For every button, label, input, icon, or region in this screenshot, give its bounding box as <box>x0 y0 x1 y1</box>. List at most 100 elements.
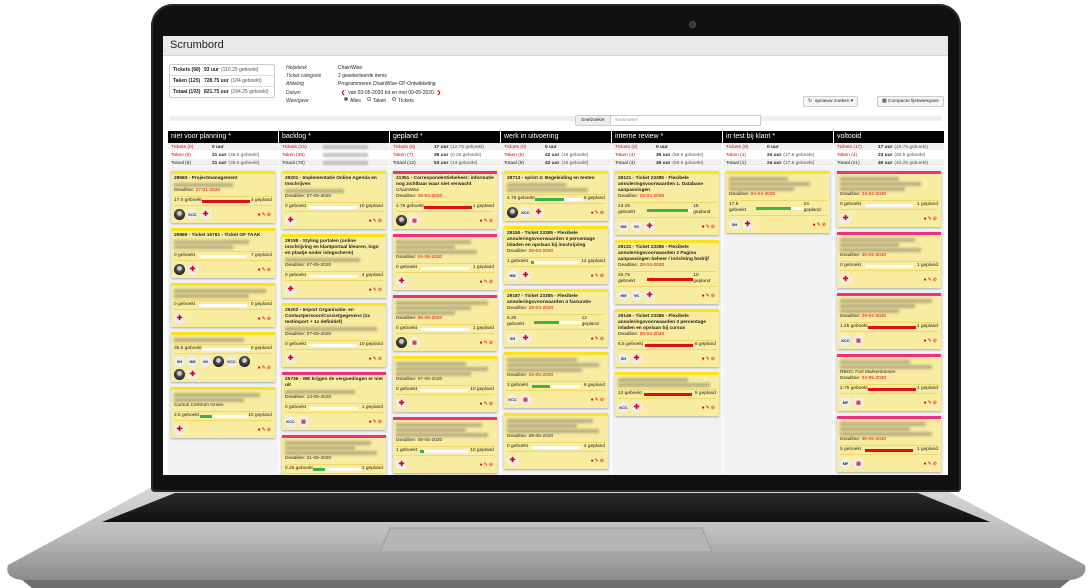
avatar[interactable]: SH <box>729 219 740 230</box>
avatar[interactable] <box>239 356 250 367</box>
edit-icon[interactable]: ✎ <box>594 457 600 464</box>
task-card[interactable]: 28713 - sprint 4: Begeleiding en testen 4… <box>504 171 608 221</box>
radio-alles[interactable] <box>344 96 348 101</box>
avatar[interactable]: MF <box>840 458 851 469</box>
view-icon[interactable]: ● <box>368 418 373 425</box>
edit-icon[interactable]: ✎ <box>594 272 600 279</box>
card-title[interactable]: 21351 - Correspondentiebeheer: informati… <box>396 176 494 187</box>
avatar[interactable]: KCC <box>520 207 531 218</box>
delete-icon[interactable]: ⊘ <box>377 418 383 425</box>
delete-icon[interactable]: ⊘ <box>932 276 938 283</box>
task-card[interactable]: Deadline: 08-05-2020 0 geboekt 2 gepland ✚ ●… <box>504 413 608 469</box>
delete-icon[interactable]: ⊘ <box>266 365 272 371</box>
task-card[interactable]: 29121 - Ticket 23385 - Flexibele annuler… <box>615 171 719 235</box>
delete-icon[interactable]: ⊘ <box>488 278 494 285</box>
view-icon[interactable]: ● <box>368 286 373 293</box>
avatar[interactable]: KCC <box>226 356 237 367</box>
task-card[interactable]: Deadline: 08-05-2020 1 geboekt 10 gepland ✚… <box>393 417 497 473</box>
delete-icon[interactable]: ⊘ <box>488 339 494 346</box>
stat-label[interactable]: Tickets (0) <box>171 144 194 150</box>
column-title[interactable]: gepland * <box>390 131 500 143</box>
edit-icon[interactable]: ✎ <box>483 217 489 224</box>
task-card[interactable]: Deadline: 21-05-2020 0.25 geboekt 1 geplan… <box>282 435 386 475</box>
task-card[interactable]: 29202 - Import Organisatie- en Contactpe… <box>282 303 386 367</box>
add-assignee-icon[interactable]: ✚ <box>507 455 518 466</box>
add-assignee-icon[interactable]: ✚ <box>520 333 531 344</box>
edit-icon[interactable]: ✎ <box>372 418 378 425</box>
task-card[interactable]: Deadline: 07-05-2020 0 geboekt 10 gepland ✚… <box>393 356 497 412</box>
column-title[interactable]: werk in uitvoering <box>501 131 611 143</box>
add-assignee-icon[interactable]: ✚ <box>644 290 655 301</box>
stat-label[interactable]: Tickets (0) <box>726 144 749 150</box>
view-icon[interactable]: ● <box>257 266 262 273</box>
compact-view-button[interactable]: ▦ Compacte lijstweergave <box>877 96 944 107</box>
task-card[interactable]: Deadline: 28-02-2020 0 geboekt 1 gepland ✚ ●… <box>837 232 941 288</box>
task-card[interactable]: 0 geboekt 0 gepland ✚ ●✎⊘ <box>171 283 275 327</box>
category-value[interactable]: 2 geselecteerde items <box>338 73 387 80</box>
calendar-icon[interactable]: ▦ <box>409 215 420 226</box>
stat-label[interactable]: Tickets (21) <box>282 144 307 150</box>
view-icon[interactable]: ● <box>590 209 595 216</box>
task-card[interactable]: Deadline: 24-02-2020 0 geboekt 1 gepland ✚ ●… <box>837 171 941 227</box>
view-icon[interactable]: ● <box>479 461 484 468</box>
view-icon[interactable]: ● <box>479 217 484 224</box>
task-card[interactable]: 28683 - Projectmanagement Deadline: 27-01… <box>171 171 275 223</box>
view-icon[interactable]: ● <box>701 404 706 411</box>
delete-icon[interactable]: ⊘ <box>932 337 938 344</box>
delete-icon[interactable]: ⊘ <box>488 400 494 407</box>
avatar[interactable]: SH <box>507 333 518 344</box>
edit-icon[interactable]: ✎ <box>483 278 489 285</box>
task-card[interactable]: Deadline: 04-04-2020 17.5 geboekt 24 gepla… <box>726 171 830 233</box>
card-title[interactable]: 25736 - WE krijgen de vergoedingen er ni… <box>285 377 383 388</box>
add-assignee-icon[interactable]: ✚ <box>533 207 544 218</box>
delete-icon[interactable]: ⊘ <box>821 221 827 228</box>
calendar-icon[interactable]: ▦ <box>853 397 864 408</box>
edit-icon[interactable]: ✎ <box>261 266 267 273</box>
avatar[interactable]: KCC <box>187 209 198 220</box>
card-title[interactable]: 29131 - Ticket 23385 - Flexibele annuler… <box>618 245 709 262</box>
edit-icon[interactable]: ✎ <box>927 460 933 467</box>
department-value[interactable]: Programmeren ChainWise-CP-Ontwikkeling <box>338 81 436 88</box>
task-card[interactable]: Deadline: 29-04-2020 1.25 geboekt 1 geplan… <box>837 293 941 349</box>
delete-icon[interactable]: ⊘ <box>599 335 605 342</box>
task-card[interactable]: Deadline: 02-05-2020 3 geboekt 8 gepland KC… <box>504 352 608 408</box>
edit-icon[interactable]: ✎ <box>927 337 933 344</box>
delete-icon[interactable]: ⊘ <box>599 396 605 403</box>
delete-icon[interactable]: ⊘ <box>266 266 272 273</box>
view-icon[interactable]: ● <box>368 355 373 362</box>
add-assignee-icon[interactable]: ✚ <box>840 213 851 224</box>
delete-icon[interactable]: ⊘ <box>377 217 383 224</box>
avatar[interactable]: KCC <box>618 402 629 413</box>
delete-icon[interactable]: ⊘ <box>710 292 716 299</box>
calendar-icon[interactable]: ▦ <box>409 337 420 348</box>
stat-label[interactable]: Tickets (0) <box>504 144 527 150</box>
view-icon[interactable]: ● <box>923 399 928 406</box>
card-title[interactable]: 29198 - Styling portalen (online inschri… <box>285 239 379 256</box>
card-title[interactable]: 28683 - Projectmanagement <box>174 176 238 181</box>
delete-icon[interactable]: ⊘ <box>710 223 716 230</box>
delete-icon[interactable]: ⊘ <box>377 286 383 293</box>
edit-icon[interactable]: ✎ <box>705 404 711 411</box>
edit-icon[interactable]: ✎ <box>594 335 600 342</box>
edit-icon[interactable]: ✎ <box>594 209 600 216</box>
column-title[interactable]: in test bij klant * <box>723 131 833 143</box>
refresh-search-button[interactable]: ↻ opnieuw zoeken ▾ <box>803 96 859 107</box>
task-card[interactable]: 29150 - Ticket 23385 - Flexibele annuler… <box>504 226 608 284</box>
view-icon[interactable]: ● <box>812 221 817 228</box>
task-card[interactable]: 26889 - Ticket 15761 - Ticket OF TAAK 0 g… <box>171 228 275 278</box>
view-icon[interactable]: ● <box>701 292 706 299</box>
avatar[interactable]: KCC <box>507 394 518 405</box>
stat-label[interactable]: Taken (1) <box>726 152 746 158</box>
delete-icon[interactable]: ⊘ <box>599 272 605 279</box>
edit-icon[interactable]: ✎ <box>261 315 267 322</box>
stat-label[interactable]: Taken (4) <box>615 152 635 158</box>
add-assignee-icon[interactable]: ✚ <box>742 219 753 230</box>
delete-icon[interactable]: ⊘ <box>710 404 716 411</box>
avatar[interactable]: SH <box>174 356 185 367</box>
avatar[interactable] <box>174 369 185 380</box>
stat-label[interactable]: Taken (5) <box>504 152 524 158</box>
card-title[interactable]: 29150 - Ticket 23385 - Flexibele annuler… <box>507 231 595 248</box>
add-assignee-icon[interactable]: ✚ <box>174 313 185 324</box>
delete-icon[interactable]: ⊘ <box>710 355 716 362</box>
next-week-icon[interactable]: ❯ <box>436 89 442 96</box>
